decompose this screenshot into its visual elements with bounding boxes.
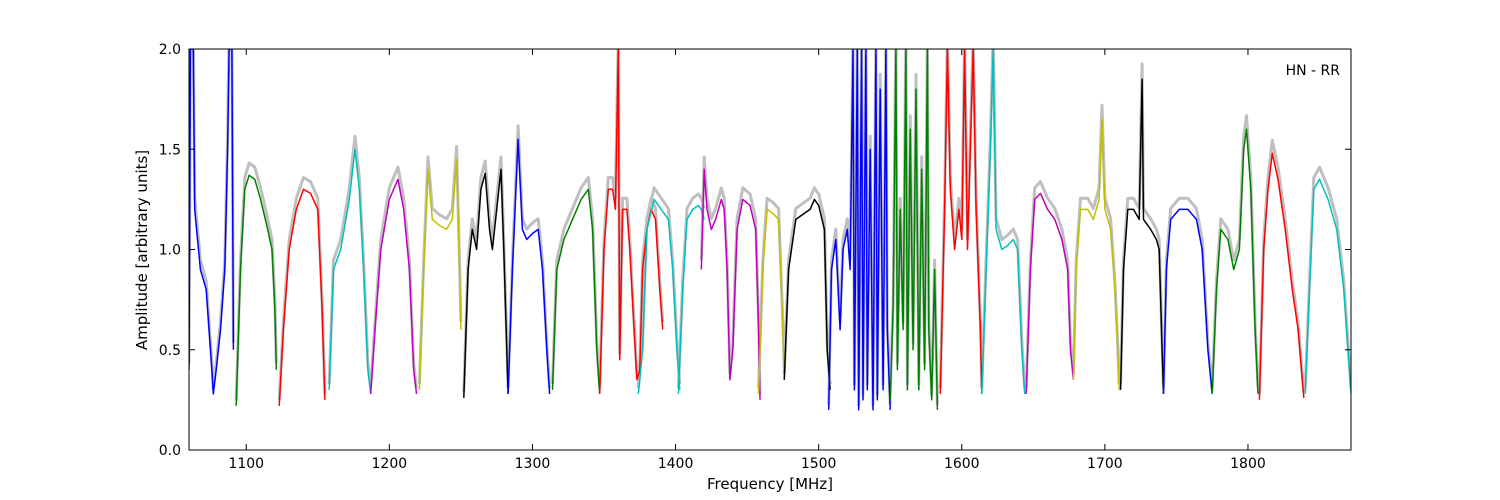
band-line-12 [700, 168, 761, 400]
band-line-13 [757, 208, 786, 394]
y-tick-label: 1.0 [159, 243, 181, 259]
x-tick-label: 1500 [801, 456, 837, 472]
plot-area [189, 49, 1351, 411]
band-line-20 [1072, 118, 1120, 390]
band-line-15 [827, 49, 891, 411]
band-line-14 [783, 198, 831, 390]
band-line-0 [189, 49, 235, 395]
band-line-18 [981, 49, 1026, 394]
band-line-22 [1162, 208, 1213, 394]
y-tick-label: 0.0 [159, 443, 181, 459]
band-line-3 [328, 148, 372, 394]
band-line-4 [369, 178, 418, 394]
band-line-7 [507, 138, 551, 394]
band-line-23 [1211, 128, 1259, 394]
x-tick-label: 1800 [1230, 456, 1266, 472]
chart-annotation: HN - RR [1286, 63, 1341, 79]
band-line-17 [939, 49, 983, 394]
band-line-21 [1119, 78, 1165, 394]
y-tick-label: 0.5 [159, 343, 181, 359]
band-line-24 [1258, 152, 1305, 400]
x-tick-label: 1200 [372, 456, 408, 472]
band-line-5 [418, 158, 462, 390]
x-tick-label: 1700 [1087, 456, 1123, 472]
x-axis-label: Frequency [MHz] [707, 475, 833, 493]
band-line-11 [677, 204, 705, 394]
x-tick-label: 1100 [228, 456, 264, 472]
y-tick-label: 1.5 [159, 142, 181, 158]
band-line-6 [463, 168, 509, 398]
y-tick-label: 2.0 [159, 42, 181, 58]
band-line-19 [1025, 192, 1075, 394]
band-line-1 [235, 174, 278, 406]
band-line-8 [551, 188, 601, 394]
x-tick-label: 1400 [658, 456, 694, 472]
axis-ticks: 1100 1200 1300 1400 1500 1600 1700 1800 0.0 0.5 1.… [159, 42, 1351, 472]
band-line-16 [889, 49, 939, 410]
y-axis-label: Amplitude [arbitrary units] [133, 150, 151, 350]
envelope-line-24 [1257, 138, 1306, 395]
x-tick-label: 1300 [515, 456, 551, 472]
band-line-25 [1304, 178, 1351, 394]
band-line-2 [278, 188, 326, 406]
band-line-10 [637, 198, 681, 394]
x-tick-label: 1600 [944, 456, 980, 472]
